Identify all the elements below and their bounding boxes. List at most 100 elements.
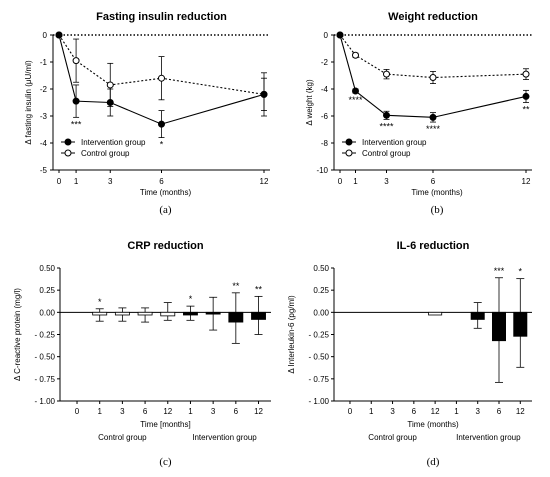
y-tick-label: -2 [40,85,48,94]
x-tick-label: 0 [338,177,343,186]
significance-marker: *** [494,266,505,276]
significance-marker: *** [71,119,82,129]
x-tick-label: 3 [390,407,395,416]
y-axis-label: Δ fasting insulin (μU/ml) [24,60,33,145]
bar [137,311,153,316]
y-tick-label: - 0.25 [35,331,56,340]
x-tick-label: 1 [353,177,358,186]
chart-b: Weight reduction 0 -2 -4 -6 -8 -10 0 1 3 6 12 Time (… [305,11,532,216]
data-point [260,90,268,98]
data-point [522,92,530,100]
data-point [55,31,63,39]
legend-label: Control group [362,149,411,158]
bar [470,311,485,320]
y-tick-label: -4 [40,139,48,148]
legend-marker [64,138,72,146]
x-tick-label: 3 [211,407,216,416]
y-tick-label: 0 [43,31,48,40]
chart-c: CRP reduction 0.50 0.25 0.00 - 0.25 - 0.50 - 0… [13,240,271,468]
significance-marker: **** [379,121,394,131]
legend-marker [64,149,72,157]
bar [114,311,130,316]
y-tick-label: - 0.50 [35,353,56,362]
legend-label: Intervention group [362,138,427,147]
x-tick-label: 1 [369,407,374,416]
x-tick-label: 6 [412,407,417,416]
x-tick-label: 12 [254,407,263,416]
x-tick-label: 6 [159,177,164,186]
y-tick-label: -1 [40,58,48,67]
chart-title: Fasting insulin reduction [96,11,227,23]
x-axis-label: Time [months] [140,420,190,429]
y-tick-label: 0.00 [39,308,55,317]
data-point [158,74,165,82]
y-tick-label: 0.50 [39,264,55,273]
x-tick-label: 12 [516,407,525,416]
x-tick-label: 3 [384,177,389,186]
data-point [72,97,80,105]
y-tick-label: - 0.75 [309,375,330,384]
x-tick-label: 1 [74,177,79,186]
y-tick-label: 0.25 [313,286,329,295]
x-tick-label: 1 [97,407,102,416]
legend-label: Intervention group [81,138,146,147]
bar [92,311,108,316]
data-point [72,57,80,65]
significance-marker: * [160,140,164,150]
significance-marker: * [519,267,523,277]
x-axis-label: Time (months) [140,188,192,197]
significance-marker: * [98,297,102,307]
data-point [336,31,344,39]
legend-marker [345,149,353,157]
x-tick-label: 3 [108,177,113,186]
chart-title: Weight reduction [388,11,478,23]
data-point [106,81,114,89]
legend-marker [345,138,353,146]
x-tick-label: 6 [431,177,436,186]
x-tick-label: 1 [188,407,193,416]
x-axis-label: Time (months) [411,188,463,197]
bar [228,311,244,323]
y-tick-label: 0 [324,31,329,40]
bar [160,311,176,317]
y-tick-label: -10 [316,166,328,175]
x-tick-label: 12 [260,177,269,186]
chart-a: Fasting insulin reduction 0 -1 -2 -3 -4 -5 0 1 3 6… [24,11,270,216]
x-tick-label: 0 [75,407,80,416]
y-tick-label: -4 [321,85,329,94]
x-tick-label: 12 [163,407,172,416]
significance-marker: **** [426,124,441,134]
group-label: Intervention group [192,433,257,442]
bar [513,311,528,337]
data-point [429,74,437,82]
significance-marker: ** [522,105,530,115]
data-point [352,51,359,59]
y-tick-label: -5 [40,166,48,175]
x-tick-label: 6 [234,407,239,416]
significance-marker: ** [255,284,263,294]
bar [251,311,266,320]
y-tick-label: - 0.25 [309,331,330,340]
y-axis-label: Δ C-reactive protein (mg/l) [13,288,22,381]
panel-label: (d) [427,456,440,468]
group-label: Control group [98,433,147,442]
bar [491,311,506,342]
panel-label: (a) [159,204,172,216]
x-tick-label: 0 [57,177,62,186]
bar [205,311,221,315]
data-point [158,120,165,128]
data-point [383,70,390,78]
y-axis-label: Δ Interleukin-6 (pg/ml) [287,295,296,374]
legend-label: Control group [81,149,130,158]
y-tick-label: 0.25 [39,286,55,295]
y-tick-label: - 1.00 [309,397,330,406]
y-tick-label: - 1.00 [35,397,56,406]
group-label: Control group [368,433,417,442]
x-tick-label: 3 [120,407,125,416]
y-tick-label: 0.50 [313,264,329,273]
y-tick-label: 0.00 [313,308,329,317]
y-tick-label: -8 [321,139,329,148]
y-tick-label: -3 [40,112,48,121]
data-point [352,87,359,95]
